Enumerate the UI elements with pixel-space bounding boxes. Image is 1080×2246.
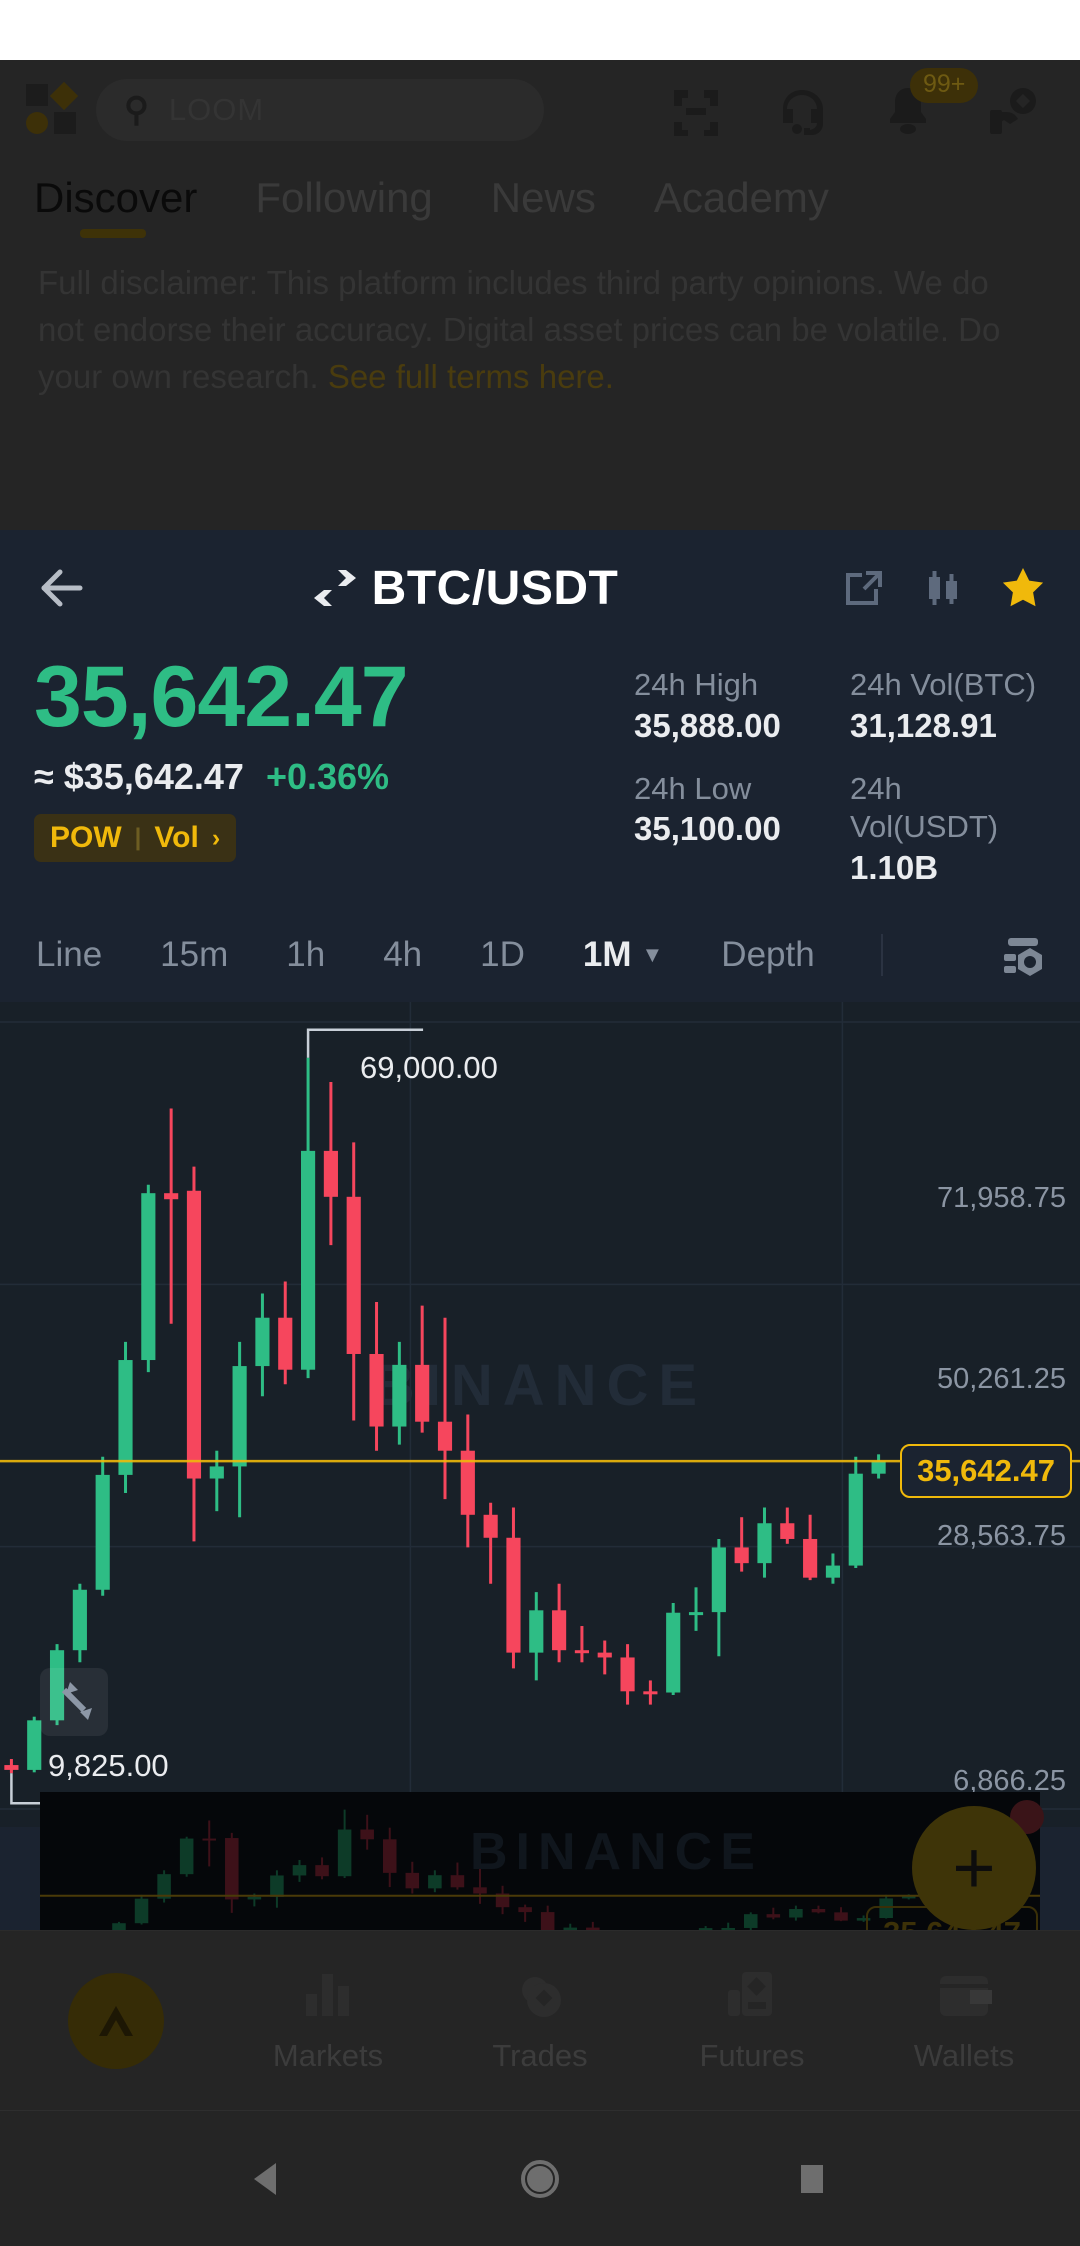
interval-line[interactable]: Line	[36, 935, 103, 975]
pow-vol-badge[interactable]: POW | Vol ›	[34, 814, 237, 863]
notification-badge: 99+	[910, 68, 979, 103]
tag-pow-label: POW	[50, 821, 122, 855]
binance-logo-icon[interactable]	[26, 81, 79, 136]
tag-row: POW | Vol ›	[34, 814, 634, 863]
interval-depth[interactable]: Depth	[721, 935, 815, 975]
nav-label: Wallets	[913, 2037, 1015, 2073]
background-tabs: Discover Following News Academy	[0, 160, 1080, 248]
tag-divider: |	[134, 824, 142, 852]
interval-bar: Line 15m 1h 4h 1D 1M ▼ Depth	[0, 908, 1080, 1002]
stat-24h-vol-btc: 24h Vol(BTC) 31,128.91	[850, 666, 1046, 748]
ticker-panel: BTC/USDT 35,642.47	[0, 530, 1080, 1980]
chevron-down-icon: ▼	[641, 942, 664, 968]
candlestick-chart[interactable]: BINANCE	[0, 1002, 1080, 1828]
stat-label: 24h Low	[634, 770, 752, 806]
trades-circles-icon	[512, 1968, 568, 2024]
tab-following[interactable]: Following	[255, 174, 433, 221]
notification-bell-icon[interactable]: 99+	[882, 68, 979, 136]
nav-label: Trades	[492, 2037, 588, 2073]
stat-24h-vol-usdt: 24h Vol(USDT) 1.10B	[850, 770, 1046, 890]
nav-item-trades[interactable]: Trades	[434, 1968, 646, 2074]
disclaimer-text: Full disclaimer: This platform includes …	[0, 248, 1080, 401]
android-back-icon[interactable]	[240, 2151, 296, 2207]
volume-plot	[40, 1809, 1040, 1963]
stat-value: 31,128.91	[850, 706, 997, 744]
high-marker-label: 69,000.00	[360, 1050, 498, 1085]
approx-price: ≈ $35,642.47	[34, 756, 244, 798]
swap-pair-icon[interactable]	[312, 565, 358, 611]
divider	[880, 934, 883, 977]
nav-label: Markets	[272, 2037, 384, 2073]
stat-24h-high: 24h High 35,888.00	[634, 666, 830, 748]
share-external-icon[interactable]	[840, 565, 886, 611]
scan-icon[interactable]	[670, 84, 722, 136]
futures-icon	[724, 1968, 780, 2024]
price-left: 35,642.47 ≈ $35,642.47 +0.36% POW | Vol …	[34, 652, 634, 890]
price-subline: ≈ $35,642.47 +0.36%	[34, 756, 634, 798]
chart-plot	[0, 1002, 1080, 1828]
nav-label: Futures	[699, 2037, 805, 2073]
hand-coin-icon[interactable]	[988, 84, 1040, 136]
stat-value: 35,100.00	[634, 810, 781, 848]
disclaimer-link[interactable]: See full terms here.	[327, 357, 614, 395]
markets-bars-icon	[300, 1968, 356, 2024]
candlestick-icon[interactable]	[920, 565, 966, 611]
add-fab-button[interactable]: +	[912, 1806, 1036, 1930]
android-navigation-bar	[0, 2110, 1080, 2246]
interval-1m[interactable]: 1M ▼	[583, 935, 663, 975]
stat-label: 24h Vol(USDT)	[850, 770, 999, 845]
status-bar	[0, 0, 1080, 60]
stat-24h-low: 24h Low 35,100.00	[634, 770, 830, 890]
chevron-right-icon: ›	[211, 823, 221, 852]
background-top-icons: 99+	[670, 68, 1054, 136]
headset-support-icon[interactable]	[776, 84, 828, 136]
search-input[interactable]: ⚲ LOOM	[96, 79, 544, 141]
interval-1h[interactable]: 1h	[286, 935, 326, 975]
search-value: LOOM	[168, 92, 265, 127]
interval-1d[interactable]: 1D	[480, 935, 525, 975]
android-recents-icon[interactable]	[784, 2151, 840, 2207]
volume-watermark: BINANCE	[470, 1823, 763, 1881]
back-arrow-icon[interactable]	[34, 560, 90, 616]
stat-label: 24h Vol(BTC)	[850, 667, 1037, 702]
search-icon: ⚲	[124, 91, 149, 129]
background-app: ⚲ LOOM	[0, 60, 1080, 530]
favorite-star-icon[interactable]	[1000, 565, 1046, 611]
plus-icon: +	[952, 1826, 996, 1910]
interval-4h[interactable]: 4h	[383, 935, 423, 975]
stat-value: 35,888.00	[634, 706, 781, 744]
stats-grid: 24h High 35,888.00 24h Vol(BTC) 31,128.9…	[634, 652, 1046, 890]
tab-news[interactable]: News	[490, 174, 596, 221]
change-percent: +0.36%	[265, 756, 390, 798]
nav-item-wallets[interactable]: Wallets	[858, 1968, 1070, 2074]
binance-home-icon	[68, 1972, 164, 2069]
background-top-bar: ⚲ LOOM	[0, 60, 1080, 160]
tag-vol-label: Vol	[154, 821, 199, 855]
stat-value: 1.10B	[850, 849, 939, 887]
low-marker-label: 9,825.00	[48, 1748, 169, 1783]
price-block: 35,642.47 ≈ $35,642.47 +0.36% POW | Vol …	[0, 646, 1080, 890]
chart-settings-icon[interactable]	[996, 928, 1050, 982]
nav-item-futures[interactable]: Futures	[646, 1968, 858, 2074]
nav-item-markets[interactable]: Markets	[222, 1968, 434, 2074]
stat-label: 24h High	[634, 667, 759, 702]
disclaimer-body: Full disclaimer: This platform includes …	[38, 264, 1001, 395]
ticker-header: BTC/USDT	[0, 530, 1080, 646]
last-price: 35,642.47	[34, 649, 409, 745]
pair-title-wrap[interactable]: BTC/USDT	[90, 561, 840, 616]
bottom-navigation: Markets Trades Futures	[0, 1930, 1080, 2110]
page-title: BTC/USDT	[371, 561, 619, 615]
interval-15m[interactable]: 15m	[160, 935, 229, 975]
wallets-icon	[936, 1968, 992, 2024]
nav-item-home[interactable]	[10, 1972, 222, 2069]
current-price-pill: 35,642.47	[900, 1444, 1072, 1498]
tab-discover[interactable]: Discover	[34, 174, 197, 248]
tab-academy[interactable]: Academy	[653, 174, 829, 221]
interval-1m-label: 1M	[582, 935, 632, 975]
header-actions	[840, 565, 1046, 611]
android-home-icon[interactable]	[512, 2151, 568, 2207]
resize-collapse-icon[interactable]	[40, 1668, 108, 1736]
